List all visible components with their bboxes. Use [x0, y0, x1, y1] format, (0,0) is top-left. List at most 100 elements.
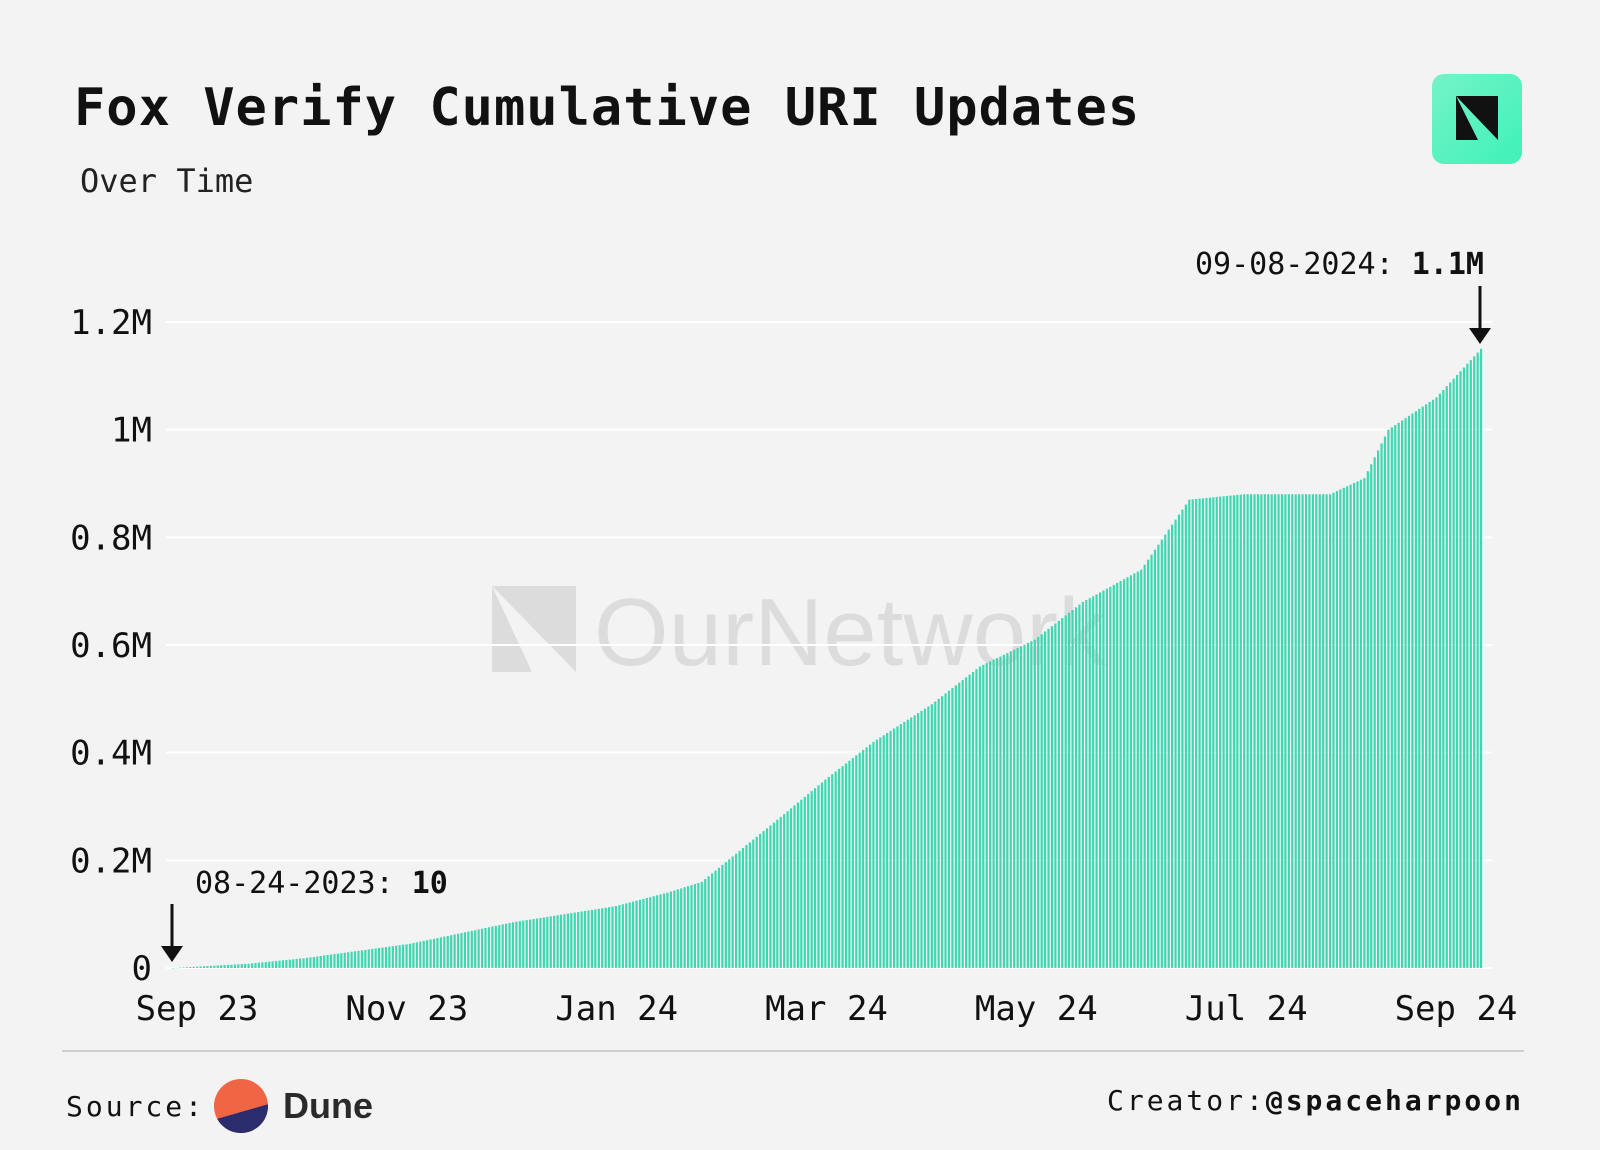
bar: [614, 906, 618, 968]
bar: [865, 747, 868, 968]
bar: [989, 661, 992, 968]
bar: [487, 927, 491, 968]
bar: [1105, 588, 1108, 968]
bar: [1129, 575, 1133, 968]
bar: [1339, 489, 1342, 968]
bar: [625, 903, 628, 968]
bar: [463, 932, 467, 968]
bar: [1325, 494, 1328, 968]
down-arrow-icon: [1469, 328, 1491, 344]
bar: [662, 893, 666, 968]
y-tick-label: 0.6M: [70, 626, 152, 666]
bar: [889, 730, 892, 968]
bar: [199, 966, 202, 968]
bar: [1054, 623, 1057, 968]
bar: [1435, 397, 1438, 968]
bar: [1246, 494, 1249, 968]
bar: [635, 900, 638, 968]
bar: [302, 958, 305, 968]
bar: [453, 934, 456, 968]
bar: [1274, 494, 1277, 968]
bar: [1143, 564, 1146, 968]
bar: [954, 685, 957, 968]
bar: [220, 965, 223, 968]
bar: [1342, 487, 1345, 968]
bar: [1270, 494, 1273, 968]
bar: [686, 886, 690, 968]
bar: [858, 752, 861, 968]
creator-handle: @spaceharpoon: [1265, 1084, 1524, 1117]
bar: [1359, 479, 1363, 968]
bar: [1260, 494, 1263, 968]
bar: [1047, 628, 1050, 968]
bar: [1098, 592, 1102, 968]
bar: [1459, 371, 1462, 968]
bar: [268, 961, 271, 968]
bar: [1150, 554, 1153, 968]
y-tick-label: 0: [132, 949, 152, 989]
bar: [333, 954, 336, 968]
bar: [278, 960, 281, 968]
bar: [323, 955, 326, 968]
bar: [1160, 539, 1163, 968]
bar: [951, 688, 954, 968]
bar: [384, 947, 388, 968]
bar: [1057, 620, 1060, 968]
bar: [281, 960, 285, 968]
bar: [381, 947, 384, 968]
bar: [896, 726, 899, 968]
bar: [1092, 596, 1095, 968]
bar: [827, 776, 830, 968]
bar: [735, 853, 738, 968]
bar: [1085, 600, 1088, 968]
bar: [649, 897, 652, 968]
bar: [172, 967, 175, 969]
bar: [868, 744, 872, 968]
bar: [1023, 644, 1026, 968]
bar: [309, 957, 312, 968]
bar: [402, 944, 405, 968]
ournetwork-logo-icon: [1432, 74, 1522, 164]
bar: [621, 904, 624, 968]
bar: [240, 964, 243, 968]
bar: [257, 962, 261, 968]
bar: [590, 909, 594, 968]
bar: [927, 706, 930, 968]
bar: [776, 819, 779, 968]
bar: [1236, 494, 1239, 968]
bar: [532, 919, 535, 968]
bar: [930, 704, 933, 968]
bar: [783, 814, 786, 968]
bar: [388, 946, 391, 968]
bar: [1016, 648, 1019, 968]
bar: [961, 679, 964, 968]
bar: [319, 955, 322, 968]
annotation-label: 08-24-2023: 10: [195, 866, 448, 901]
bar: [209, 965, 212, 968]
bar: [1095, 594, 1098, 968]
bar: [1222, 496, 1225, 968]
bar: [800, 799, 803, 968]
bar: [906, 719, 909, 968]
bar: [542, 917, 545, 968]
footer-divider: [62, 1050, 1524, 1052]
bar: [1363, 478, 1366, 968]
bar: [1291, 494, 1294, 968]
bar: [439, 937, 442, 968]
bar: [261, 962, 264, 968]
y-tick-label: 0.8M: [70, 518, 152, 558]
bar: [316, 956, 319, 968]
bar: [738, 850, 741, 968]
bar: [1473, 356, 1476, 969]
bar: [336, 953, 339, 968]
bar: [192, 966, 195, 968]
bar: [395, 945, 398, 968]
bar: [652, 896, 655, 968]
bar: [608, 907, 611, 968]
bar: [1480, 348, 1483, 969]
bar: [556, 915, 559, 968]
bar: [182, 967, 185, 968]
bar: [305, 957, 309, 968]
bar: [456, 933, 460, 968]
